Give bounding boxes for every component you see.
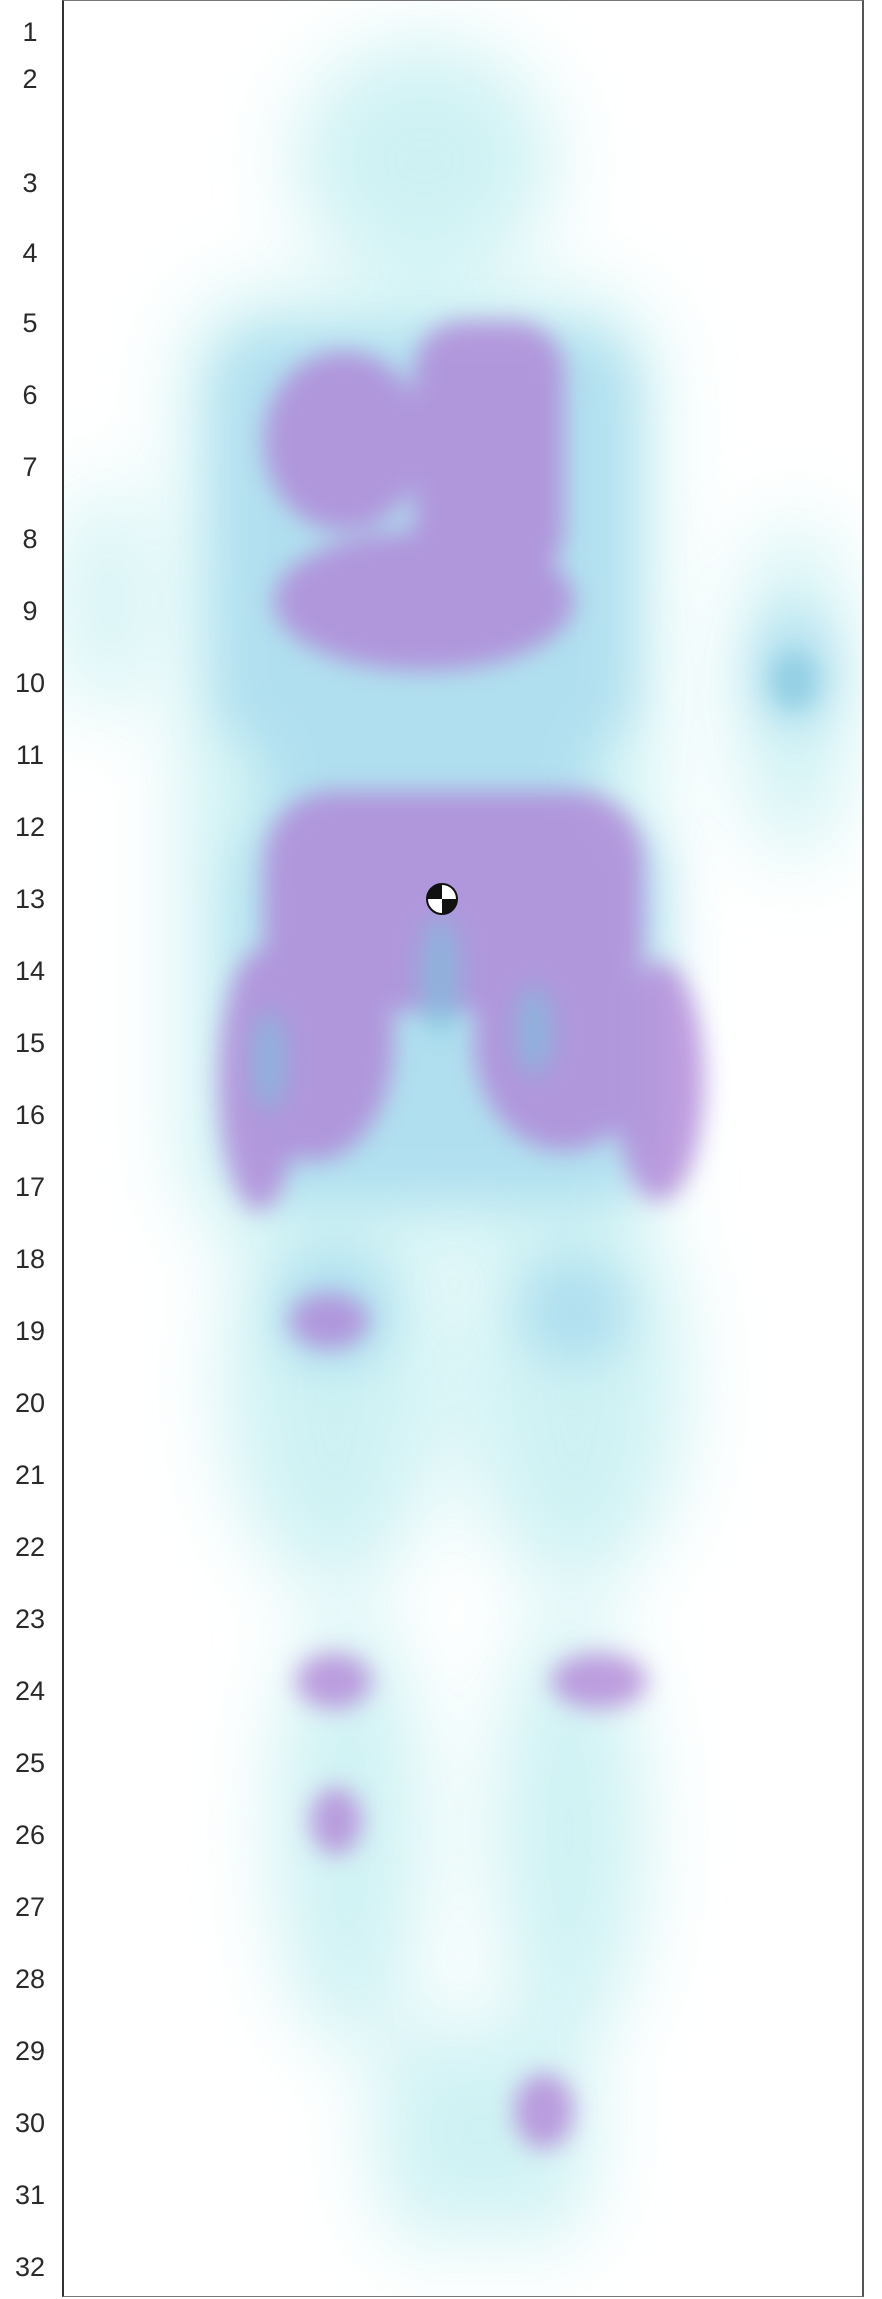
left-calf-high xyxy=(310,1787,362,1855)
upper-back-high-left xyxy=(264,351,424,531)
row-label: 22 xyxy=(14,1532,46,1562)
right-knee-high xyxy=(551,1653,647,1709)
right-buttock-high xyxy=(474,931,654,1151)
mid-back-high xyxy=(274,531,574,671)
row-label: 31 xyxy=(14,2180,46,2210)
row-label: 18 xyxy=(14,1244,46,1274)
row-label: 13 xyxy=(14,884,46,914)
row-label: 8 xyxy=(22,524,38,554)
row-label: 12 xyxy=(14,812,46,842)
row-label: 16 xyxy=(14,1100,46,1130)
left-arm-region xyxy=(64,481,144,721)
pressure-map-frame xyxy=(62,0,864,2297)
left-teal-spot xyxy=(251,1011,287,1111)
left-foot-region xyxy=(374,2011,494,2251)
row-label: 6 xyxy=(22,380,38,410)
row-label: 29 xyxy=(14,2036,46,2066)
row-label: 15 xyxy=(14,1028,46,1058)
left-knee-high xyxy=(296,1653,372,1709)
row-label: 19 xyxy=(14,1316,46,1346)
right-hip-edge-high xyxy=(614,961,704,1201)
right-thigh-region xyxy=(464,1171,684,1591)
row-label: 25 xyxy=(14,1748,46,1778)
teal-spots-layer xyxy=(251,651,818,1111)
row-label: 20 xyxy=(14,1388,46,1418)
left-thigh-high xyxy=(289,1293,369,1349)
high-pressure-layer xyxy=(219,321,704,2149)
right-teal-spot xyxy=(514,986,554,1076)
row-label: 4 xyxy=(22,238,38,268)
row-label: 21 xyxy=(14,1460,46,1490)
spine-high xyxy=(414,321,564,581)
row-label: 3 xyxy=(22,168,38,198)
row-label: 32 xyxy=(14,2252,46,2282)
pressure-heatmap xyxy=(64,41,849,2251)
row-label: 17 xyxy=(14,1172,46,1202)
right-heel-high xyxy=(514,2073,574,2149)
row-label: 7 xyxy=(22,452,38,482)
row-label: 30 xyxy=(14,2108,46,2138)
row-label: 9 xyxy=(22,596,38,626)
row-label: 1 xyxy=(22,17,38,47)
center-teal-spot xyxy=(418,916,462,1036)
row-label: 14 xyxy=(14,956,46,986)
left-thigh-region xyxy=(224,1171,444,1591)
row-label: 11 xyxy=(15,740,45,770)
row-label: 27 xyxy=(14,1892,46,1922)
row-label: 10 xyxy=(14,668,46,698)
row-label: 5 xyxy=(22,308,38,338)
right-knee-mid xyxy=(519,1256,629,1366)
right-calf-region xyxy=(494,1611,644,2051)
row-label: 26 xyxy=(14,1820,46,1850)
row-label: 24 xyxy=(14,1676,46,1706)
row-ruler: 1 2 3 4 5 6 7 8 9 10 11 12 13 14 15 16 1… xyxy=(0,0,62,2299)
row-label: 2 xyxy=(22,64,38,94)
row-label: 23 xyxy=(14,1604,46,1634)
center-of-mass-icon xyxy=(426,883,458,915)
head-region xyxy=(294,41,554,281)
row-label: 28 xyxy=(14,1964,46,1994)
hand-teal-spot xyxy=(770,651,818,711)
